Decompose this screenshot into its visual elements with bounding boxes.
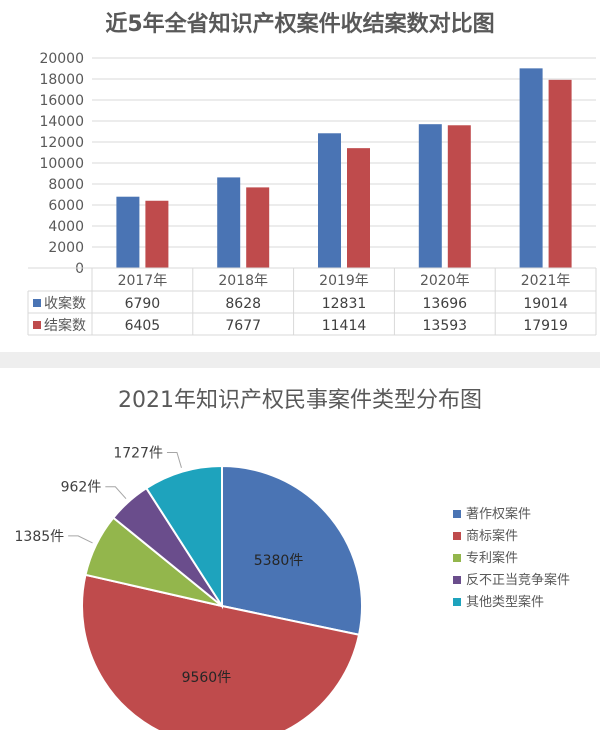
pie-chart-title: 2021年知识产权民事案件类型分布图 (118, 388, 482, 413)
pie-data-label-2: 1385件 (15, 529, 65, 545)
pie-slice-0 (221, 464, 363, 636)
y-tick-label-5: 10000 (39, 156, 84, 172)
pie-legend-swatch-4 (453, 598, 461, 606)
pie-legend-swatch-0 (453, 510, 461, 518)
pie-data-label-1: 9560件 (182, 670, 232, 686)
bar-received-0 (116, 196, 140, 268)
table-value-0-4: 19014 (523, 296, 568, 312)
table-value-1-2: 11414 (322, 318, 367, 334)
bar-closed-4 (548, 79, 572, 269)
y-tick-label-4: 8000 (48, 177, 84, 193)
bar-chart: 0 2000 4000 6000 8000 10000 12000 14000 16000 180… (27, 51, 597, 336)
pie-legend-label-2: 专利案件 (466, 551, 518, 566)
y-tick-label-10: 20000 (39, 51, 84, 67)
y-tick-label-2: 4000 (48, 219, 84, 235)
pie-chart: 5380件 9560件 1385件 962件 1727件著作权案件商标案件专利案件反不正… (15, 445, 570, 730)
y-tick-label-8: 16000 (39, 93, 84, 109)
pie-leader-line-2 (68, 535, 93, 544)
x-tick-label-3: 2020年 (420, 273, 470, 289)
pie-chart-panel: 2021年知识产权民事案件类型分布图 5380件 9560件 1385件 962件 17… (0, 368, 600, 730)
y-tick-label-3: 6000 (48, 198, 84, 214)
legend-swatch-1 (33, 321, 41, 329)
bar-chart-title: 近5年全省知识产权案件收结案数对比图 (105, 12, 495, 37)
bar-closed-3 (447, 125, 471, 268)
table-value-1-4: 17919 (523, 318, 568, 334)
bar-received-4 (519, 68, 543, 268)
bar-closed-1 (246, 187, 270, 268)
legend-swatch-0 (33, 299, 41, 307)
y-tick-label-9: 18000 (39, 72, 84, 88)
table-value-0-0: 6790 (125, 296, 161, 312)
y-tick-label-0: 0 (75, 261, 84, 277)
table-value-1-0: 6405 (125, 318, 161, 334)
bar-chart-panel: 近5年全省知识产权案件收结案数对比图 0 2000 4000 6000 8000 1000… (0, 0, 600, 352)
x-tick-label-4: 2021年 (521, 273, 571, 289)
pie-legend-swatch-3 (453, 576, 461, 584)
pie-legend-label-1: 商标案件 (466, 529, 518, 544)
pie-data-label-3: 962件 (61, 480, 102, 496)
x-tick-label-0: 2017年 (118, 273, 168, 289)
bar-closed-2 (347, 148, 370, 268)
legend-label-1: 结案数 (44, 317, 86, 334)
pie-data-label-0: 5380件 (254, 553, 304, 569)
y-tick-label-7: 14000 (39, 114, 84, 130)
y-tick-label-6: 12000 (39, 135, 84, 151)
pie-leader-line-4 (166, 451, 182, 468)
y-tick-label-1: 2000 (48, 240, 84, 256)
bar-received-2 (318, 133, 341, 268)
pie-leader-line-3 (105, 486, 127, 499)
pie-data-label-4: 1727件 (113, 445, 163, 461)
pie-legend-label-0: 著作权案件 (466, 506, 531, 522)
pie-legend-label-4: 其他类型案件 (466, 595, 544, 610)
table-value-0-1: 8628 (225, 296, 261, 312)
pie-slice-1 (81, 573, 361, 730)
x-tick-label-1: 2018年 (218, 273, 268, 289)
pie-legend-swatch-2 (453, 554, 461, 562)
bar-received-3 (418, 124, 442, 268)
chart-divider (0, 352, 600, 368)
table-value-0-2: 12831 (322, 296, 367, 312)
legend-label-0: 收案数 (44, 295, 86, 312)
bar-closed-0 (145, 200, 169, 268)
bar-received-1 (217, 177, 241, 268)
pie-slice-4 (144, 464, 223, 610)
pie-legend-label-3: 反不正当竞争案件 (466, 572, 570, 588)
pie-legend-swatch-1 (453, 532, 461, 540)
table-value-1-1: 7677 (225, 318, 261, 334)
table-value-1-3: 13593 (423, 318, 468, 334)
x-tick-label-2: 2019年 (319, 273, 369, 289)
table-value-0-3: 13696 (423, 296, 468, 312)
